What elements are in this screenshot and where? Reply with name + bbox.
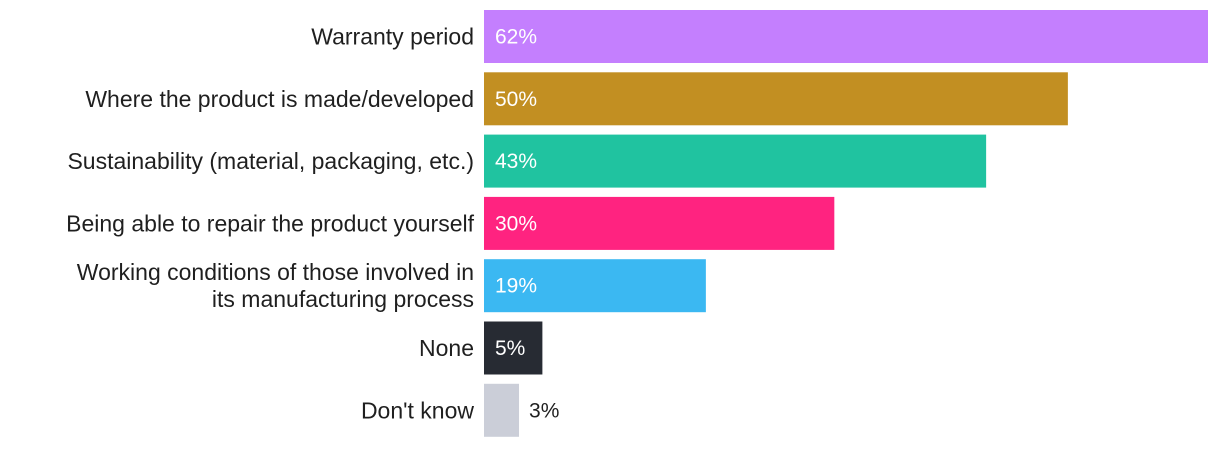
bar	[484, 10, 1208, 63]
value-label: 19%	[495, 275, 537, 298]
category-label: Working conditions of those involved in i…	[77, 259, 474, 312]
category-label: None	[419, 335, 474, 361]
category-label: Where the product is made/developed	[85, 86, 474, 112]
bar	[484, 259, 706, 313]
bar	[484, 134, 987, 188]
value-label: 50%	[495, 88, 537, 111]
value-label: 62%	[495, 26, 537, 49]
value-label: 5%	[495, 337, 525, 360]
bar	[484, 196, 835, 250]
category-label: Being able to repair the product yoursel…	[66, 210, 474, 236]
category-label: Sustainability (material, packaging, etc…	[67, 148, 474, 174]
bars	[484, 10, 1208, 437]
value-labels: 62% 50% 43% 30% 19% 5% 3%	[495, 26, 559, 423]
category-label: Warranty period	[311, 24, 474, 50]
category-label: Don't know	[361, 397, 474, 423]
category-labels: Warranty period Where the product is made…	[66, 24, 474, 424]
bar	[484, 383, 520, 437]
value-label: 43%	[495, 150, 537, 173]
bar	[484, 321, 543, 375]
value-label: 3%	[529, 399, 559, 422]
bar	[484, 72, 1068, 126]
value-label: 30%	[495, 212, 537, 235]
